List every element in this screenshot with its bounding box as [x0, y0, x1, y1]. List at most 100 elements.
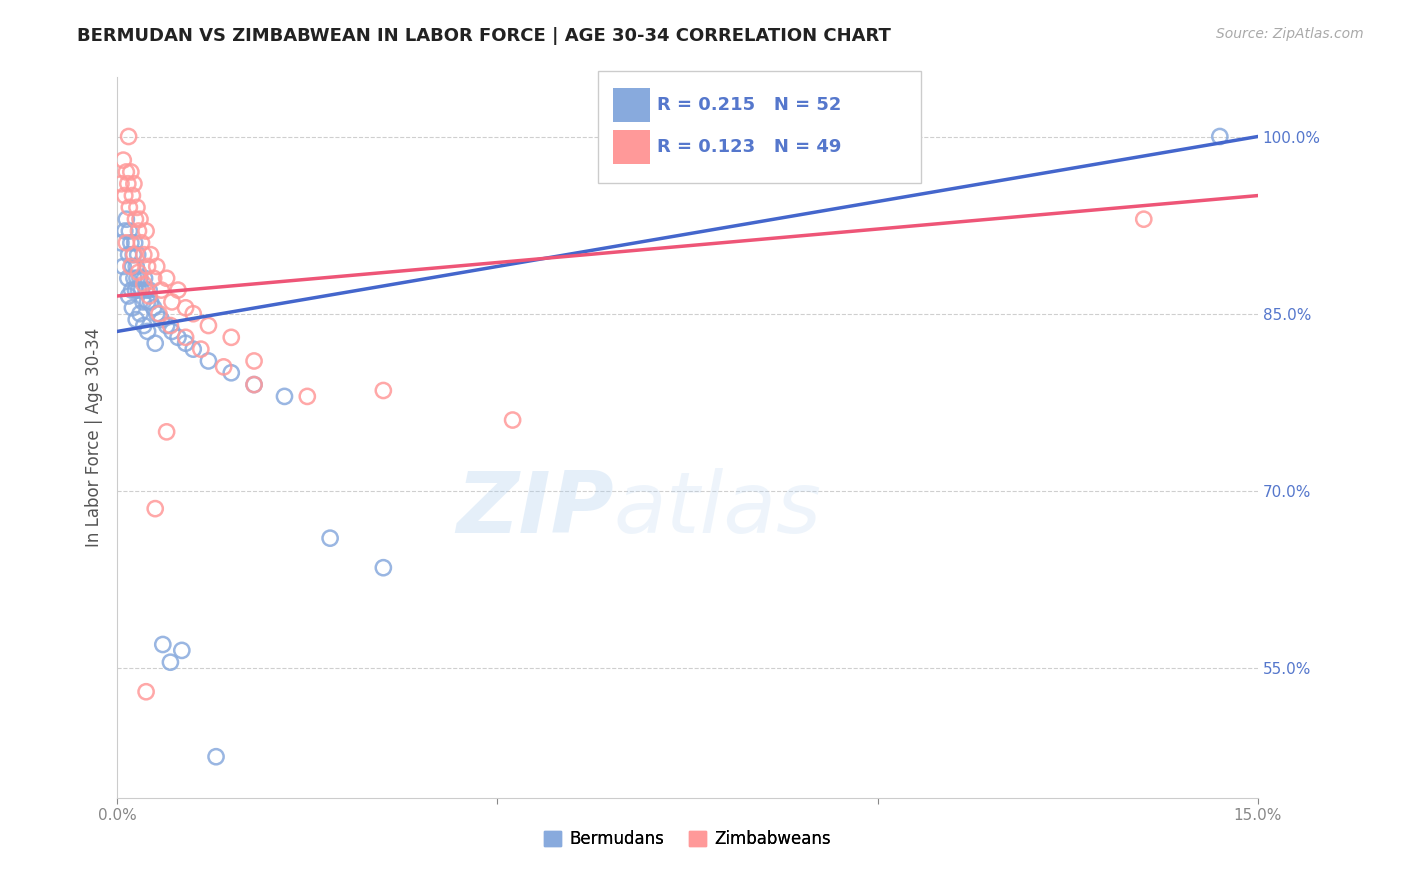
- Text: Source: ZipAtlas.com: Source: ZipAtlas.com: [1216, 27, 1364, 41]
- Point: [129, 212, 152, 227]
- Point: [197, 318, 219, 333]
- Point: [181, 342, 204, 356]
- Point: [117, 289, 139, 303]
- Point: [122, 247, 145, 261]
- Point: [117, 271, 139, 285]
- Point: [156, 425, 179, 439]
- Point: [124, 212, 146, 227]
- Point: [297, 389, 319, 403]
- Point: [174, 301, 197, 315]
- Point: [118, 224, 141, 238]
- Point: [120, 165, 142, 179]
- Point: [135, 283, 157, 297]
- Point: [125, 271, 148, 285]
- Point: [243, 377, 266, 392]
- Point: [145, 307, 167, 321]
- Point: [129, 307, 152, 321]
- Point: [124, 235, 146, 250]
- Point: [167, 330, 190, 344]
- Point: [121, 283, 143, 297]
- Point: [373, 384, 395, 398]
- Point: [114, 224, 136, 238]
- Point: [131, 235, 153, 250]
- Point: [117, 129, 139, 144]
- Point: [131, 283, 153, 297]
- Point: [167, 283, 190, 297]
- Point: [121, 260, 143, 274]
- Point: [125, 312, 148, 326]
- Point: [136, 294, 159, 309]
- Point: [110, 177, 132, 191]
- Point: [121, 188, 143, 202]
- Point: [159, 655, 181, 669]
- Text: R = 0.215   N = 52: R = 0.215 N = 52: [657, 96, 841, 114]
- Point: [159, 318, 181, 333]
- Point: [134, 271, 156, 285]
- Point: [243, 354, 266, 368]
- Y-axis label: In Labor Force | Age 30-34: In Labor Force | Age 30-34: [86, 328, 103, 548]
- Point: [502, 413, 524, 427]
- Point: [110, 235, 132, 250]
- Point: [121, 301, 143, 315]
- Point: [114, 188, 136, 202]
- Point: [127, 247, 149, 261]
- Point: [170, 643, 193, 657]
- Point: [373, 560, 395, 574]
- Point: [143, 336, 166, 351]
- Point: [120, 235, 142, 250]
- Point: [150, 312, 173, 326]
- Point: [122, 271, 145, 285]
- Point: [160, 325, 183, 339]
- Point: [197, 354, 219, 368]
- Point: [112, 260, 135, 274]
- Point: [145, 260, 167, 274]
- Point: [135, 224, 157, 238]
- Point: [127, 283, 149, 297]
- Point: [115, 235, 138, 250]
- Point: [136, 260, 159, 274]
- Point: [243, 377, 266, 392]
- Point: [273, 389, 295, 403]
- Text: BERMUDAN VS ZIMBABWEAN IN LABOR FORCE | AGE 30-34 CORRELATION CHART: BERMUDAN VS ZIMBABWEAN IN LABOR FORCE | …: [77, 27, 891, 45]
- Point: [174, 330, 197, 344]
- Point: [156, 271, 179, 285]
- Point: [212, 359, 235, 374]
- Point: [136, 325, 159, 339]
- Point: [117, 247, 139, 261]
- Point: [115, 212, 138, 227]
- Point: [118, 200, 141, 214]
- Point: [1132, 212, 1154, 227]
- Point: [127, 224, 149, 238]
- Point: [127, 265, 149, 279]
- Point: [142, 271, 165, 285]
- Point: [139, 294, 162, 309]
- Point: [117, 177, 139, 191]
- Point: [125, 200, 148, 214]
- Point: [129, 271, 152, 285]
- Point: [138, 283, 160, 297]
- Point: [120, 260, 142, 274]
- Point: [115, 165, 138, 179]
- Point: [152, 638, 174, 652]
- Point: [112, 153, 135, 168]
- Text: R = 0.123   N = 49: R = 0.123 N = 49: [657, 138, 841, 156]
- Point: [319, 531, 342, 545]
- Point: [143, 501, 166, 516]
- Point: [138, 289, 160, 303]
- Point: [148, 307, 170, 321]
- Point: [1209, 129, 1232, 144]
- Point: [139, 247, 162, 261]
- Point: [135, 684, 157, 698]
- Point: [124, 283, 146, 297]
- Point: [132, 318, 155, 333]
- Point: [132, 277, 155, 292]
- Text: atlas: atlas: [613, 468, 821, 551]
- Point: [205, 749, 228, 764]
- Point: [156, 318, 179, 333]
- Text: ZIP: ZIP: [456, 468, 613, 551]
- Point: [160, 294, 183, 309]
- Point: [219, 330, 242, 344]
- Point: [190, 342, 212, 356]
- Point: [219, 366, 242, 380]
- Point: [132, 247, 155, 261]
